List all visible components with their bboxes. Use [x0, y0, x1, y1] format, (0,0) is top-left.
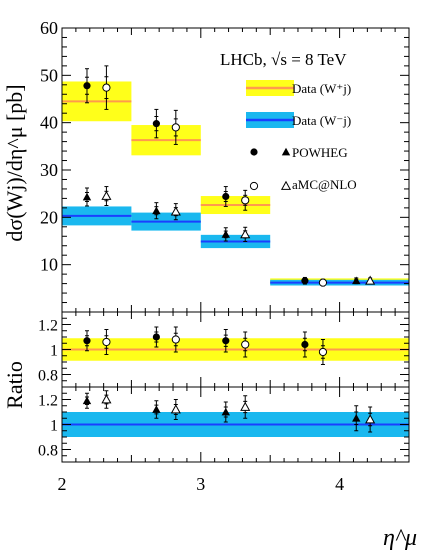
main-y-tick-label: 50: [40, 65, 58, 85]
ratio-wminus-filled-triangle-point-2: [221, 407, 230, 416]
main-open-triangle-point-1: [170, 206, 181, 216]
main-filled-circle-point-3: [301, 277, 309, 285]
main-frame: [61, 27, 410, 313]
ratio-wplus-filled-circle-point-3: [301, 340, 309, 349]
main-filled-circle-point-1: [152, 120, 160, 128]
legend-filled-triangle: [281, 147, 291, 156]
ratio-wminus-filled-triangle-point-1: [152, 405, 161, 413]
ratio-wminus-filled-triangle-point-3: [352, 414, 361, 422]
points-layer: [82, 65, 376, 433]
main-filled-circle-point-2: [222, 192, 230, 201]
main-open-circle-point-2: [241, 196, 250, 205]
ratio-wplus-y-tick-label: 1.2: [38, 318, 58, 335]
axes-layer: 10 20 30 40 50 60 0.8 1 1.2 0.8 1 1.2 2 3 4: [38, 18, 410, 494]
ratio-wplus-filled-circle-point-2: [222, 337, 230, 345]
ratio-wminus-y-tick-label: 1: [50, 418, 58, 435]
ratio-wplus-y-tick-label: 1: [50, 343, 58, 360]
ratio-wplus-open-circle-point-0: [102, 337, 111, 347]
legend-label-3: aMC@NLO: [292, 177, 357, 192]
main-filled-triangle-point-2: [221, 230, 230, 238]
main-y-tick-label: 30: [40, 160, 58, 180]
legend-label-2: POWHEG: [292, 145, 348, 160]
main-filled-triangle-point-0: [82, 192, 92, 201]
ratio-wminus-y-tick-label: 0.8: [38, 443, 58, 460]
main-y-tick-label: 10: [40, 255, 58, 275]
main-y-tick-label: 40: [40, 113, 58, 133]
ratio-wplus-filled-circle-point-0: [83, 337, 91, 345]
ratio-wminus-open-triangle-point-2: [240, 401, 251, 411]
main-open-triangle-point-2: [240, 229, 251, 239]
main-y-axis-label: dσ(Wj)/dη^μ [pb]: [2, 84, 27, 241]
ratio-wminus-open-triangle-point-0: [101, 394, 112, 404]
main-open-triangle-point-3: [365, 275, 376, 285]
ratio-wplus-open-circle-point-1: [171, 335, 180, 344]
x-tick-label: 4: [335, 474, 344, 494]
main-open-circle-point-3: [318, 278, 328, 287]
x-tick-label: 2: [58, 474, 67, 494]
ratio-wplus-y-tick-label: 0.8: [38, 368, 58, 385]
main-open-circle-point-1: [171, 123, 180, 132]
ratio-wplus-open-circle-point-2: [241, 340, 250, 349]
ratio-wminus-open-triangle-point-3: [365, 414, 376, 424]
ratio-wminus-open-triangle-point-1: [170, 404, 181, 414]
main-y-tick-label: 20: [40, 207, 58, 227]
legend-open-triangle: [280, 180, 292, 190]
legend-label-0: Data (W⁺j): [292, 81, 351, 96]
ratio-y-axis-label: Ratio: [2, 361, 27, 409]
legend-filled-circle: [250, 148, 258, 156]
ratio-wplus-filled-circle-point-1: [152, 333, 160, 341]
header-text: LHCb, √s = 8 TeV: [220, 50, 347, 69]
x-tick-label: 3: [196, 474, 205, 494]
main-filled-circle-point-0: [83, 82, 91, 90]
ratio-wminus-y-tick-label: 1.2: [38, 393, 58, 410]
legend-label-1: Data (W⁻j): [292, 113, 351, 128]
x-axis-label: η^μ: [383, 525, 417, 551]
main-open-circle-point-0: [102, 83, 111, 92]
legend-open-circle: [249, 181, 259, 191]
main-y-tick-label: 60: [40, 18, 58, 38]
main-filled-triangle-point-1: [152, 206, 161, 215]
legend: Data (W⁺j) Data (W⁻j) POWHEG aMC@NLO: [246, 80, 357, 192]
main-filled-triangle-point-3: [352, 276, 361, 285]
ratio-wplus-open-circle-point-3: [318, 347, 328, 357]
bands-layer: [62, 81, 409, 437]
main-open-triangle-point-0: [101, 190, 112, 200]
ratio-wminus-filled-triangle-point-0: [82, 396, 92, 405]
